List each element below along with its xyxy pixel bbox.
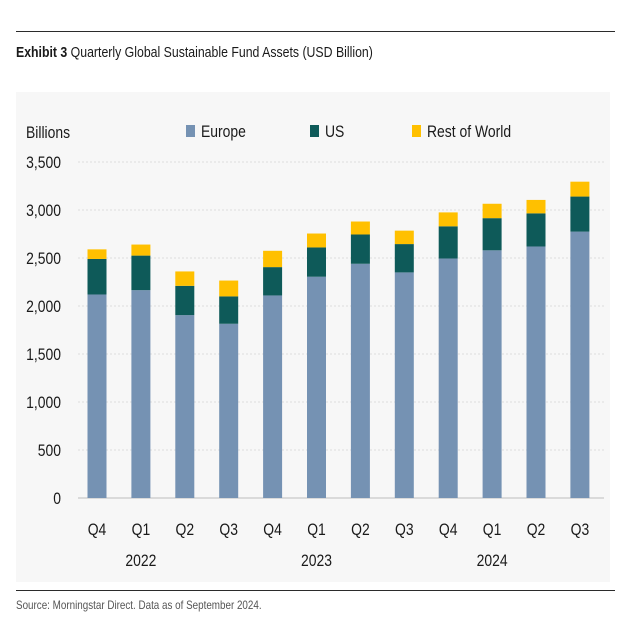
top-rule [16,31,615,32]
bar-segment [526,199,546,214]
exhibit-label: Exhibit 3 [16,44,68,61]
bar-segment [87,294,107,498]
bar-segment [350,221,370,235]
bar-segment [219,296,239,324]
legend-label: Rest of World [427,123,511,142]
x-tick-label: Q4 [263,521,282,540]
bar-segment [175,315,195,498]
bar-segment [394,244,414,273]
x-tick-label: Q1 [132,521,151,540]
x-tick-label: Q3 [571,521,590,540]
y-tick-label: 1,500 [26,346,61,365]
bar-segment [219,280,239,297]
x-tick-label: Q2 [527,521,546,540]
bar-segment [307,276,326,498]
stacked-bar-chart: 0 500 1,000 1,500 2,000 2,500 3,000 3,500 Billio… [26,123,604,571]
year-label: 2024 [477,552,508,571]
y-axis-label: Billions [26,124,70,143]
bar-segment [307,247,326,277]
x-tick-label: Q2 [351,521,370,540]
bar-segment [570,196,590,232]
x-tick-label: Q1 [483,521,502,540]
bar-segment [87,258,107,295]
y-tick-label: 2,000 [26,298,61,317]
exhibit-header: Exhibit 3 Quarterly Global Sustainable F… [16,44,373,61]
x-tick-label: Q4 [439,521,458,540]
bar-segment [350,234,370,264]
bar-segment [219,323,239,498]
bar-segment [570,181,590,197]
bar-segment [263,295,283,498]
chart-panel: 0 500 1,000 1,500 2,000 2,500 3,000 3,500 Billio… [16,92,610,582]
bar-segment [394,272,414,498]
legend-swatch [310,125,319,137]
y-tick-label: 0 [53,490,61,509]
legend-label: Europe [201,123,246,142]
exhibit-title: Quarterly Global Sustainable Fund Assets… [70,44,373,61]
bar-segment [394,230,414,245]
bar-segment [438,258,458,498]
legend-swatch [412,125,421,137]
bottom-rule [16,590,615,591]
year-label: 2023 [301,552,332,571]
bar-segment [175,271,195,286]
bar-segment [263,250,283,268]
legend-swatch [186,125,195,137]
bar-segment [350,263,370,498]
y-tick-label: 2,500 [26,250,61,269]
bar-segment [87,249,107,259]
bar-segment [526,213,546,247]
bar-segment [307,233,326,248]
bar-segment [482,250,502,498]
bar-segment [131,290,151,498]
source-note: Source: Morningstar Direct. Data as of S… [16,598,262,612]
legend-label: US [325,123,344,142]
bar-segment [482,203,502,219]
bar-segment [438,212,458,227]
x-tick-label: Q3 [395,521,414,540]
y-tick-label: 3,500 [26,154,61,173]
bar-segment [263,267,283,296]
year-label: 2022 [125,552,156,571]
bar-segment [482,218,502,251]
bar-segment [570,231,590,498]
y-tick-label: 3,000 [26,202,61,221]
bar-segment [438,226,458,259]
y-tick-label: 500 [38,442,62,461]
bar-segment [175,285,195,316]
x-tick-label: Q4 [88,521,107,540]
bar-segment [131,255,151,291]
bar-segment [526,246,546,498]
y-tick-label: 1,000 [26,394,61,413]
x-tick-label: Q1 [307,521,326,540]
x-tick-label: Q2 [176,521,195,540]
x-tick-label: Q3 [219,521,238,540]
bar-segment [131,244,151,256]
